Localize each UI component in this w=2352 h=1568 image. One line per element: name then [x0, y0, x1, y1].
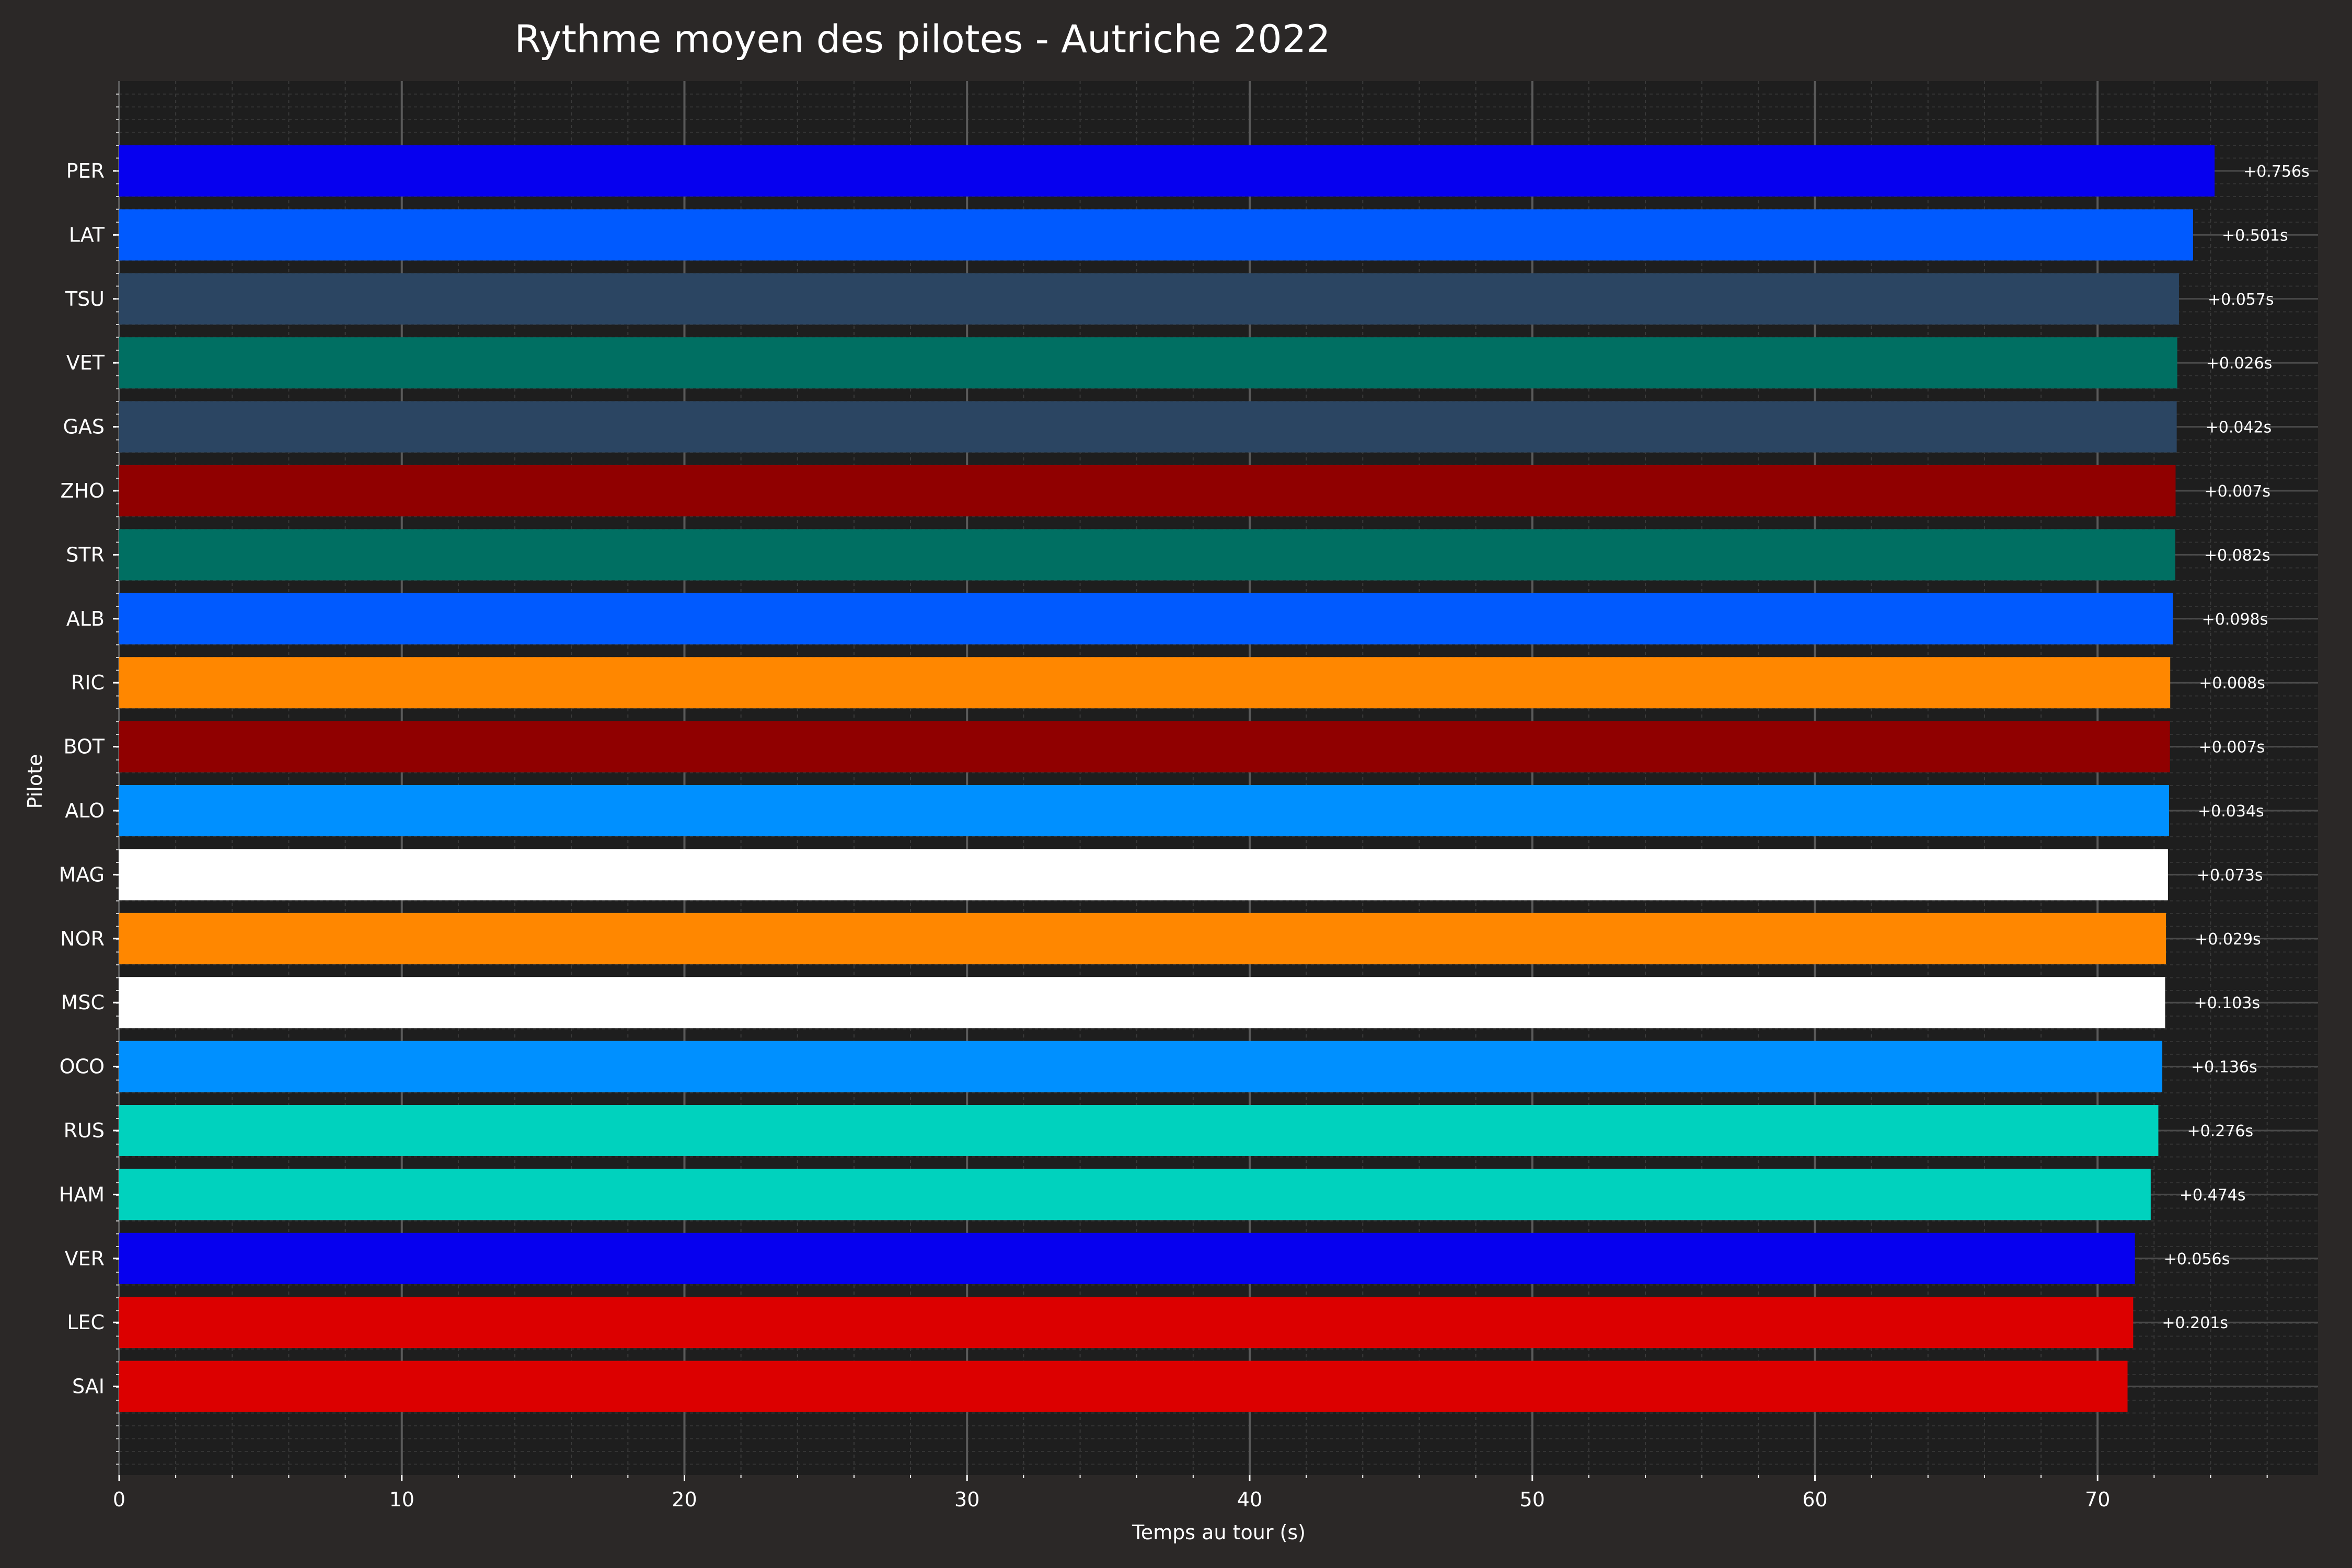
gap-label: +0.474s [2180, 1186, 2246, 1204]
gap-label: +0.007s [2199, 739, 2265, 757]
gap-label: +0.276s [2187, 1122, 2253, 1140]
y-tick-label: LAT [69, 223, 105, 246]
gap-label: +0.029s [2195, 930, 2261, 949]
axes: PER LAT TSU VET GAS ZHO STR ALB RIC BOT ALO MAG NOR M… [59, 94, 2268, 1511]
x-tick-label: 10 [389, 1488, 414, 1511]
gap-label: +0.098s [2202, 610, 2268, 629]
bar-lec [119, 1297, 2134, 1348]
x-tick-label: 50 [1520, 1488, 1545, 1511]
y-tick-label: RIC [71, 671, 105, 694]
bar-msc [119, 977, 2165, 1029]
bar-zho [119, 465, 2176, 516]
y-tick-label: LEC [67, 1311, 105, 1334]
gap-label: +0.007s [2204, 482, 2270, 501]
x-tick-label: 70 [2085, 1488, 2110, 1511]
bar-mag [119, 849, 2168, 901]
gap-label: +0.073s [2197, 866, 2263, 884]
bar-alo [119, 785, 2170, 836]
bar-oco [119, 1041, 2163, 1092]
gap-label: +0.026s [2206, 354, 2273, 373]
y-tick-label: PER [66, 159, 105, 182]
x-tick-label: 60 [1802, 1488, 1827, 1511]
x-tick-label: 0 [113, 1488, 125, 1511]
gap-label: +0.136s [2191, 1058, 2257, 1077]
x-tick-label: 20 [672, 1488, 697, 1511]
y-tick-label: TSU [65, 287, 105, 310]
gap-label: +0.042s [2206, 419, 2272, 437]
bars [119, 145, 2215, 1412]
y-tick-label: SAI [72, 1375, 105, 1398]
gap-label: +0.756s [2243, 163, 2310, 181]
y-tick-label: BOT [63, 735, 105, 758]
y-axis-label: Pilote [24, 754, 47, 809]
bar-nor [119, 913, 2166, 964]
bar-bot [119, 721, 2170, 773]
y-tick-label: GAS [63, 416, 105, 439]
y-tick-label: NOR [60, 927, 105, 950]
bar-ver [119, 1232, 2135, 1284]
bar-ham [119, 1169, 2151, 1220]
y-tick-label: MSC [61, 991, 105, 1014]
bar-lat [119, 209, 2193, 261]
x-tick-label: 30 [954, 1488, 979, 1511]
y-tick-label: ALO [65, 799, 105, 822]
bar-alb [119, 593, 2173, 644]
gap-label: +0.103s [2194, 994, 2260, 1012]
bar-gas [119, 401, 2177, 453]
bar-rus [119, 1105, 2159, 1156]
gap-label: +0.082s [2204, 546, 2270, 564]
gap-label: +0.501s [2222, 226, 2288, 245]
gap-label: +0.057s [2208, 291, 2274, 309]
y-tick-label: OCO [60, 1055, 105, 1078]
gap-label: +0.056s [2164, 1250, 2230, 1269]
y-tick-label: STR [66, 543, 105, 566]
y-tick-label: VER [65, 1247, 105, 1270]
y-tick-label: VET [66, 351, 105, 374]
bar-per [119, 145, 2215, 197]
y-tick-label: MAG [59, 863, 105, 886]
gap-label: +0.034s [2198, 802, 2264, 821]
bar-ric [119, 657, 2171, 709]
bar-str [119, 529, 2175, 581]
y-tick-label: HAM [59, 1183, 105, 1206]
x-axis-label: Temps au tour (s) [1132, 1521, 1306, 1544]
y-tick-label: ALB [66, 607, 105, 630]
gap-label: +0.008s [2199, 674, 2265, 693]
y-tick-label: RUS [64, 1119, 105, 1142]
gap-labels: +0.756s +0.501s +0.057s +0.026s +0.042s +0.00… [2162, 163, 2309, 1332]
bar-vet [119, 337, 2177, 389]
bar-sai [119, 1361, 2128, 1412]
chart-title: Rythme moyen des pilotes - Autriche 2022 [514, 17, 1330, 62]
bar-tsu [119, 273, 2179, 325]
y-tick-label: ZHO [60, 479, 105, 502]
gap-label: +0.201s [2162, 1314, 2228, 1332]
x-tick-label: 40 [1237, 1488, 1262, 1511]
